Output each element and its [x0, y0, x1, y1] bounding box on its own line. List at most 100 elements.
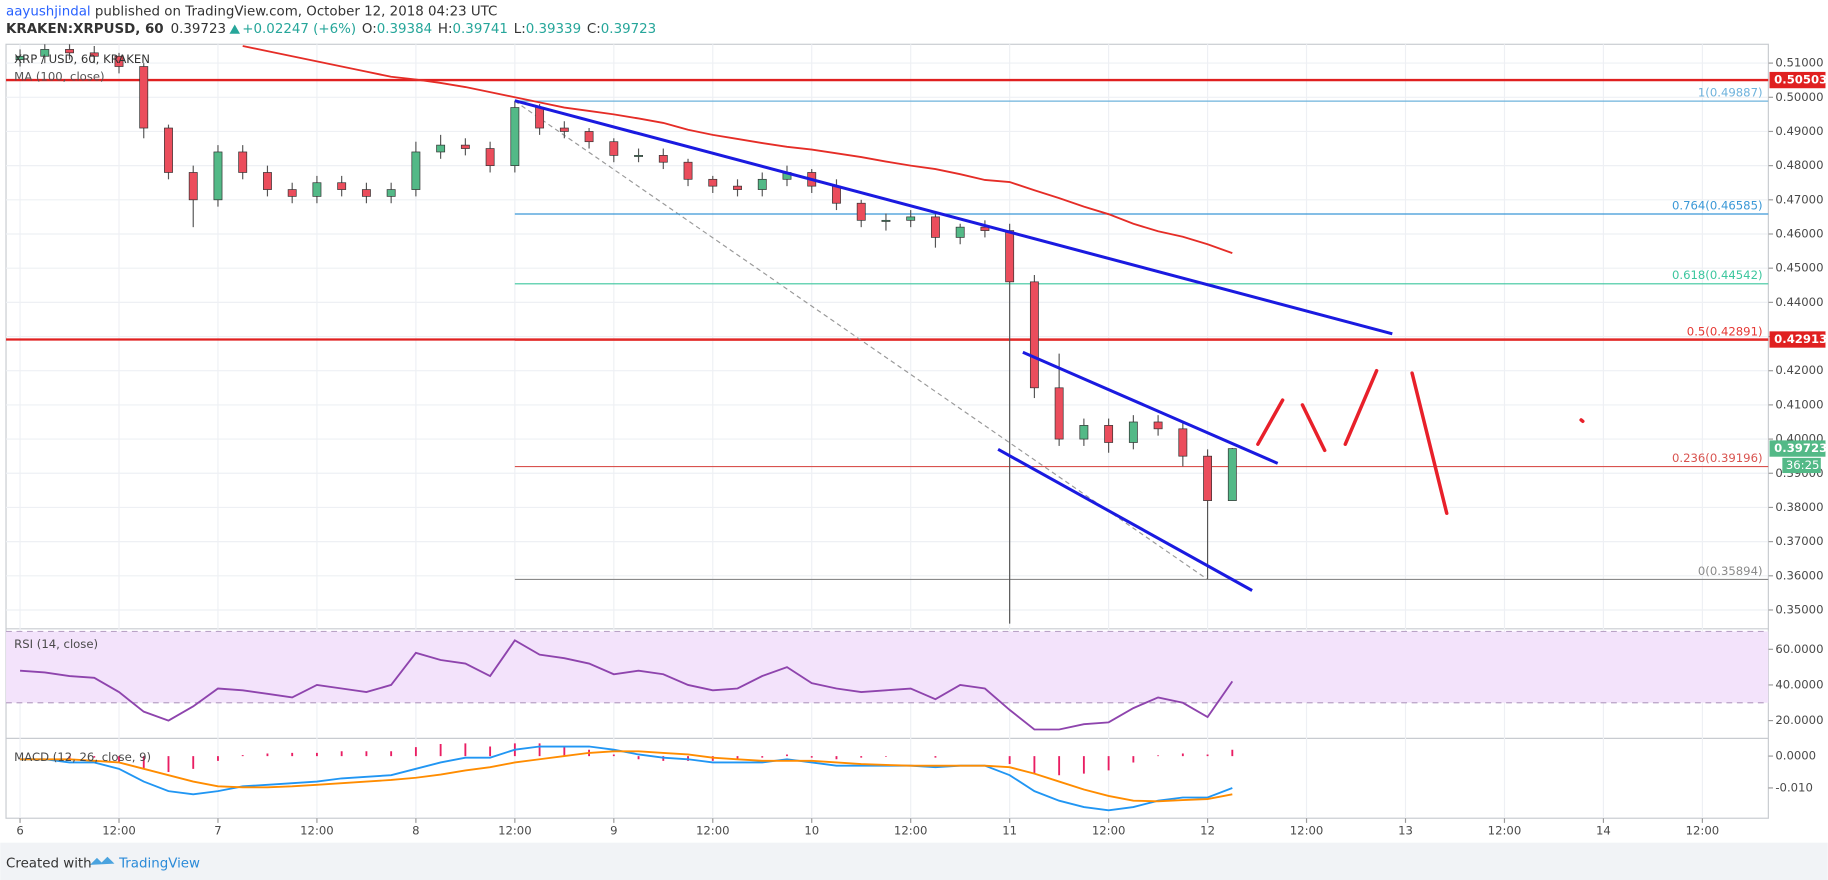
change: +0.02247 (+6%): [242, 22, 356, 37]
candle-body: [238, 151, 248, 173]
pane-title: MACD (12, 26, close, 9): [14, 750, 151, 764]
candle-body: [114, 55, 124, 67]
candle-body: [15, 55, 25, 61]
change-arrow: [229, 24, 240, 34]
ohlc-key: H:: [438, 22, 453, 37]
candle-body: [1153, 421, 1163, 430]
x-tick-label: 12:00: [696, 824, 730, 838]
candle-body: [40, 49, 50, 57]
fib-trend-line: [514, 100, 1208, 580]
trend-line: [514, 99, 1393, 336]
candle-body: [1079, 425, 1089, 440]
header-quote: KRAKEN:XRPUSD, 60 0.39723 +0.02247 (+6%) O:…: [6, 22, 656, 37]
candle-body: [955, 226, 965, 238]
countdown-label: 36:25: [1786, 458, 1820, 472]
ohlc-value: 0.39741: [453, 22, 508, 37]
last-price: 0.39723: [171, 22, 226, 37]
candle-body: [1029, 281, 1039, 389]
legend-entry: MA (100, close): [14, 69, 104, 83]
ohlc-value: 0.39339: [526, 22, 581, 37]
candle-body: [164, 127, 173, 173]
x-tick-label: 12:00: [102, 824, 136, 838]
trend-line: [1022, 350, 1279, 465]
y-tick-label: 0.49000: [1775, 124, 1823, 138]
x-tick-label: 8: [412, 824, 419, 838]
header-line: aayushjindal published on TradingView.co…: [6, 5, 497, 20]
y-tick-label: 0.35000: [1775, 602, 1823, 616]
candle-body: [263, 172, 272, 190]
pane: [6, 44, 1769, 624]
trend-line: [997, 448, 1253, 592]
candle-body: [931, 216, 940, 238]
candle-body: [584, 131, 594, 143]
y-tick-label: -0.010: [1775, 780, 1813, 794]
y-tick-label: 0.38000: [1775, 500, 1823, 514]
y-tick-label: 20.0000: [1775, 713, 1823, 727]
y-tick-label: 0.37000: [1775, 534, 1823, 548]
y-tick-label: 0.44000: [1775, 295, 1823, 309]
candle-body: [460, 144, 470, 149]
pane-title: RSI (14, close): [14, 637, 98, 651]
candle-body: [757, 178, 767, 190]
ohlc-value: 0.39384: [377, 22, 432, 37]
fib-label: 1(0.49887): [1698, 85, 1763, 99]
projection-stroke: [1256, 398, 1285, 446]
x-tick-label: 12:00: [1686, 824, 1720, 838]
candle-body: [634, 155, 643, 157]
candle-body: [609, 141, 619, 156]
y-tick-label: 0.47000: [1775, 192, 1823, 206]
footer-created: Created with: [6, 857, 92, 872]
candle-body: [683, 161, 693, 180]
candle-body: [361, 189, 371, 197]
y-tick-label: 0.51000: [1775, 56, 1823, 70]
candle-body: [658, 155, 668, 163]
last-price-tag: [1769, 440, 1826, 457]
ohlc-key: O:: [362, 22, 377, 37]
candle-body: [1227, 448, 1237, 501]
candle-body: [213, 151, 223, 201]
footer-brand[interactable]: TradingView: [118, 857, 200, 872]
candle-body: [287, 189, 297, 197]
candle-body: [337, 182, 347, 190]
candle-body: [188, 172, 198, 201]
candle-body: [906, 216, 916, 221]
candle-body: [386, 189, 396, 197]
candle-body: [832, 185, 841, 204]
quote-line: KRAKEN:XRPUSD, 60 0.39723 +0.02247 (+6%) O:…: [6, 22, 656, 37]
ohlc-value: 0.39723: [601, 22, 656, 37]
fib-label: 0.5(0.42891): [1687, 325, 1763, 339]
symbol: KRAKEN:XRPUSD, 60: [6, 22, 164, 37]
x-tick-label: 12:00: [1092, 824, 1126, 838]
y-tick-label: 0.36000: [1775, 568, 1823, 582]
fib-label: 0.764(0.46585): [1672, 198, 1763, 212]
pane: [20, 743, 1234, 812]
series-line: [19, 639, 1234, 731]
projection-stroke: [1300, 403, 1327, 453]
fib-label: 0.618(0.44542): [1672, 268, 1763, 282]
y-tick-label: 0.42000: [1775, 363, 1823, 377]
projection-stroke: [1343, 368, 1379, 446]
y-tick-label: 0.41000: [1775, 397, 1823, 411]
candle-body: [733, 185, 742, 190]
x-tick-label: 10: [804, 824, 819, 838]
candle-body: [411, 151, 421, 190]
series-line: [242, 45, 1233, 255]
x-tick-label: 14: [1596, 824, 1611, 838]
author[interactable]: aayushjindal: [6, 5, 91, 20]
candle-body: [1104, 425, 1114, 443]
pane-title: XRP / USD, 60, KRAKEN: [14, 52, 150, 66]
price-tag-label: 0.42913: [1774, 332, 1827, 346]
candle-body: [89, 52, 99, 57]
candle-body: [535, 107, 545, 129]
x-tick-label: 12: [1200, 824, 1215, 838]
candle-body: [65, 49, 74, 54]
footer-bar: [0, 842, 1828, 880]
pane: [6, 630, 1769, 731]
candle-body: [708, 178, 718, 187]
candle-body: [312, 182, 322, 197]
x-tick-label: 12:00: [894, 824, 928, 838]
candle-body: [510, 107, 520, 166]
candle-body: [1054, 387, 1064, 440]
